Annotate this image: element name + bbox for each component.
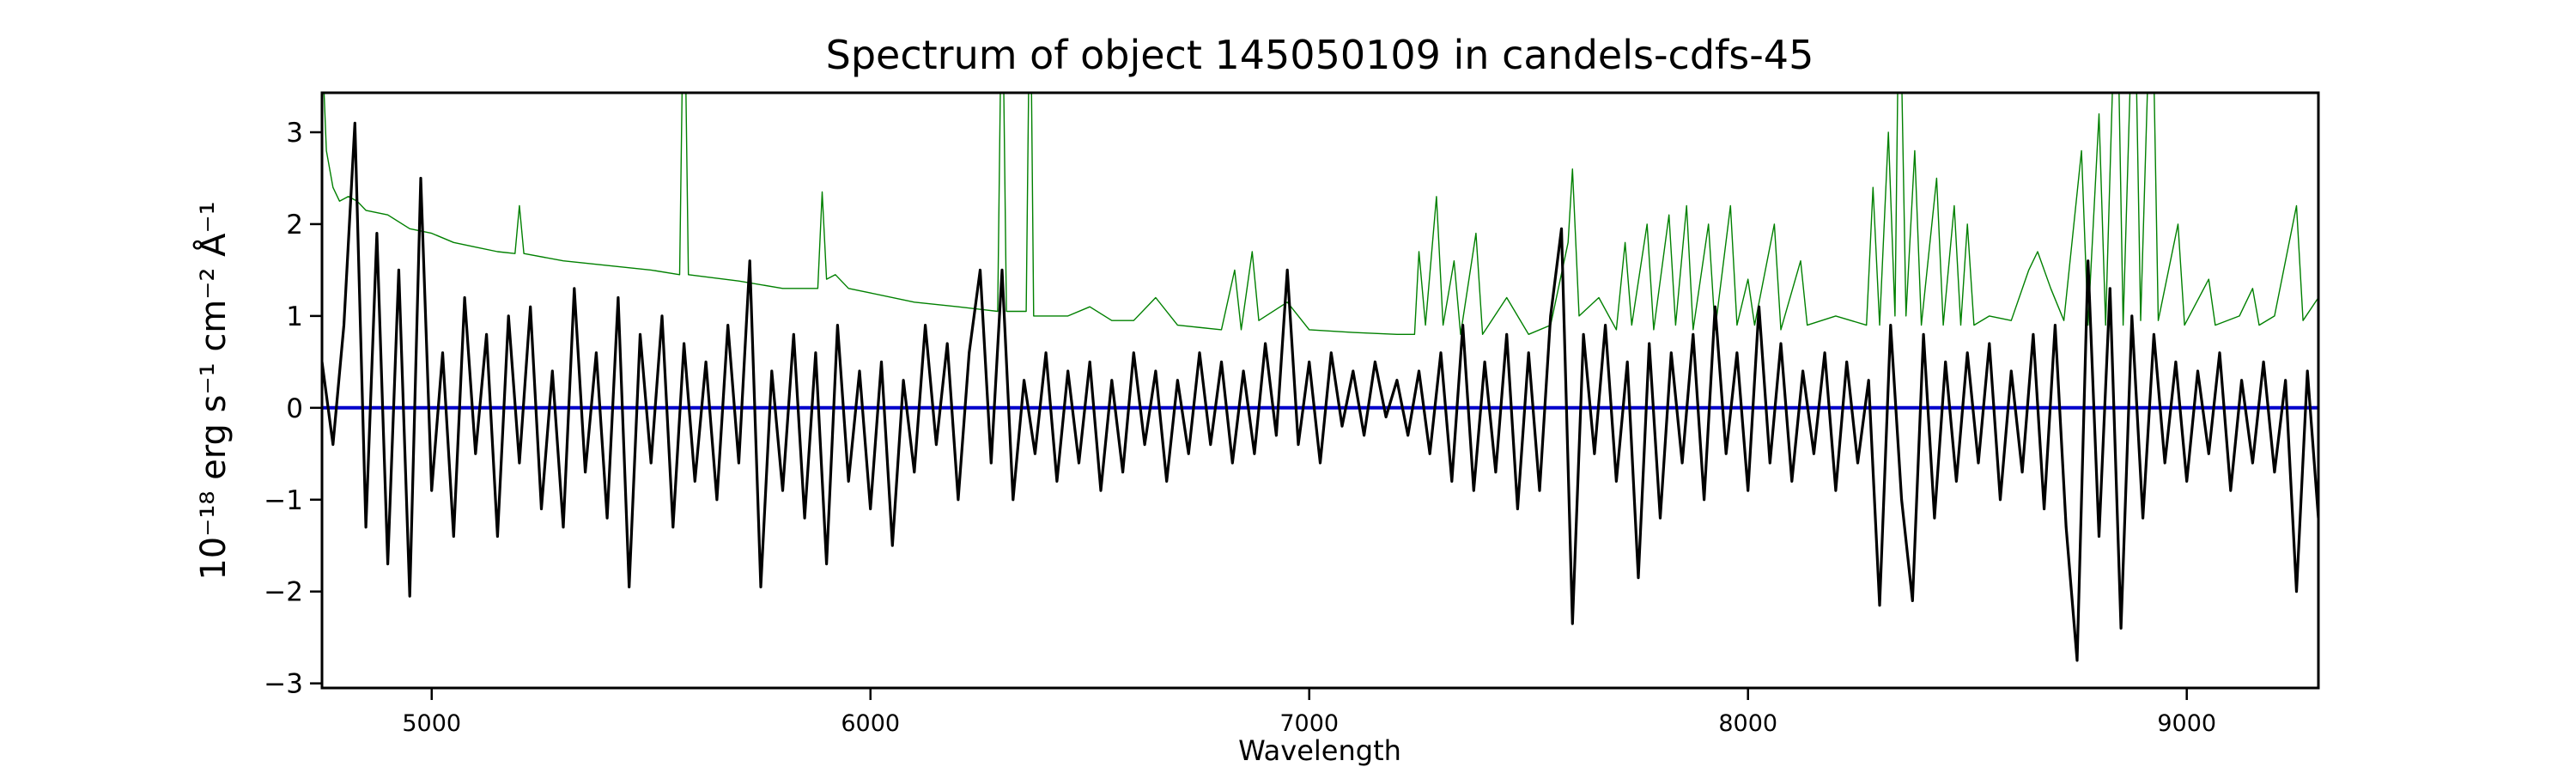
y-tick-label: 1 [286,301,303,332]
series-line-contamination-model [323,93,2318,335]
y-tick-label: 0 [286,393,303,424]
x-axis: 5000 6000 7000 8000 9000 [402,688,2216,737]
x-tick-label: 5000 [402,710,461,737]
x-tick-label: 8000 [1718,710,1777,737]
x-tick-label: 7000 [1279,710,1339,737]
y-axis-label: 10⁻¹⁸ erg s⁻¹ cm⁻² Å⁻¹ [192,201,234,580]
y-tick-label: 2 [286,210,303,240]
x-tick-label: 6000 [841,710,900,737]
y-tick-label: −2 [264,577,303,608]
x-axis-label: Wavelength [1238,734,1401,767]
y-tick-label: −1 [264,485,303,516]
series-layer [322,93,2318,662]
y-axis: −3 −2 −1 0 1 2 3 [264,118,322,700]
x-tick-label: 9000 [2157,710,2216,737]
plot-frame [320,91,2320,690]
chart-title: Spectrum of object 145050109 in candels-… [826,32,1814,78]
y-tick-label: 3 [286,118,303,149]
series-line-flux [322,121,2318,662]
y-tick-label: −3 [264,669,303,700]
